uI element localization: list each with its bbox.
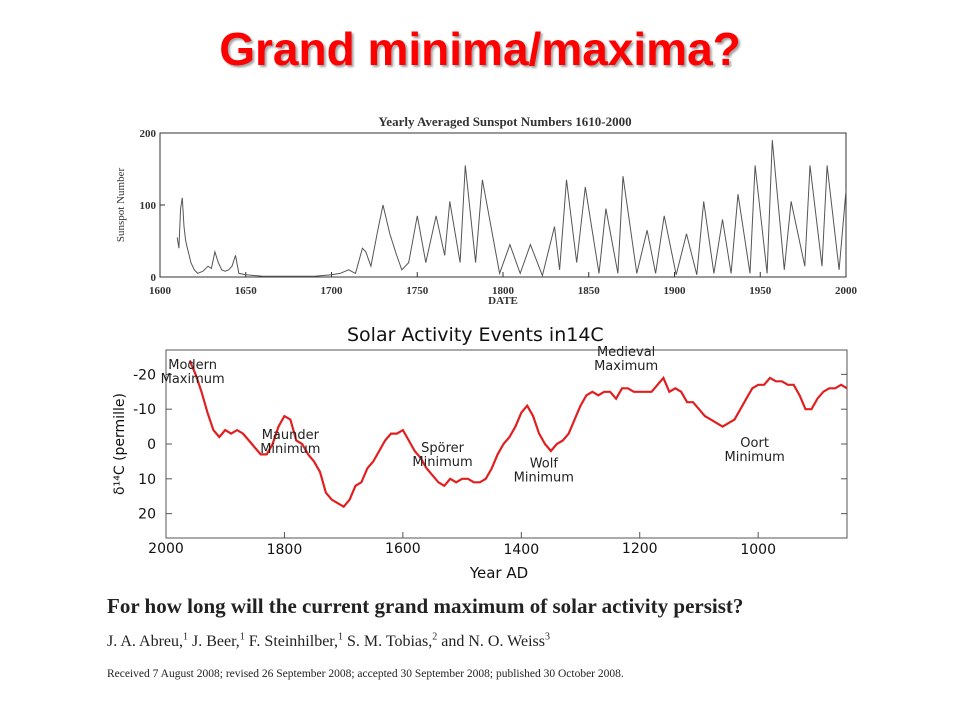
sunspot-x-tick-label: 1850 [578, 285, 601, 297]
c14-chart: Solar Activity Events in14C 2000 1800 1600… [112, 324, 848, 582]
c14-event-label-line: Minimum [514, 471, 574, 486]
c14-y-tick-label: 20 [138, 507, 156, 523]
paper-author: S. M. Tobias,2 [342, 632, 438, 651]
c14-event-label-line: Medieval [597, 345, 655, 360]
sunspot-x-tick-label: 2000 [835, 285, 858, 297]
sunspot-x-axis-label: DATE [488, 295, 518, 307]
c14-chart-title-isotope: 14C [566, 324, 603, 346]
paper-author: J. A. Abreu,1 [107, 632, 188, 651]
c14-x-tick-label: 1000 [740, 542, 776, 558]
c14-x-tick-label: 1200 [622, 541, 658, 557]
c14-event-label-line: Maximum [161, 372, 225, 387]
sunspot-y-axis-label: Sunspot Number [115, 168, 127, 243]
c14-event-label: Oort Minimum [724, 436, 784, 465]
sunspot-chart-title: Yearly Averaged Sunspot Numbers 1610-200… [378, 114, 631, 129]
paper-author: and N. O. Weiss3 [437, 632, 550, 651]
c14-event-label-line: Wolf [530, 457, 559, 472]
c14-x-tick-label: 2000 [148, 541, 184, 557]
paper-author-affiliation: 1 [183, 632, 188, 643]
c14-event-label-line: Maximum [594, 359, 658, 374]
slide-title: Grand minima/maxima? [219, 23, 741, 75]
sunspot-chart: Yearly Averaged Sunspot Numbers 1610-200… [115, 114, 858, 307]
sunspot-y-tick-label: 200 [140, 128, 157, 140]
c14-event-label-line: Minimum [412, 455, 472, 470]
c14-event-label-line: Minimum [724, 450, 784, 465]
paper-author-affiliation: 3 [545, 632, 550, 643]
c14-chart-title: Solar Activity Events in14C [347, 324, 604, 346]
c14-chart-title-text: Solar Activity Events in [347, 324, 566, 346]
paper-author: J. Beer,1 [188, 632, 245, 651]
paper-author: F. Steinhilber,1 [244, 632, 343, 651]
c14-event-label-line: Minimum [260, 442, 320, 457]
c14-x-tick-label: 1800 [267, 542, 303, 558]
c14-y-tick-label: 10 [138, 472, 156, 488]
paper-author-affiliation: 2 [432, 632, 438, 643]
paper-author-affiliation: 1 [239, 632, 245, 643]
sunspot-series-line [176, 140, 847, 278]
c14-event-label: Spörer Minimum [412, 441, 472, 470]
c14-x-tick-label: 1600 [385, 541, 421, 557]
sunspot-x-tick-label: 1750 [406, 285, 429, 297]
c14-event-label-line: Modern [168, 358, 217, 373]
paper-history: Received 7 August 2008; revised 26 Septe… [107, 668, 624, 680]
c14-y-axis-label: δ¹⁴C (permille) [112, 393, 128, 495]
c14-series-line [188, 359, 848, 509]
sunspot-x-tick-label: 1600 [149, 285, 172, 297]
c14-x-axis-label: Year AD [469, 564, 528, 582]
sunspot-x-tick-label: 1700 [321, 285, 344, 297]
sunspot-y-tick-label: 0 [151, 272, 157, 284]
c14-x-tick-label: 1400 [503, 542, 539, 558]
sunspot-x-tick-label: 1800 [492, 285, 515, 297]
c14-event-label: Modern Maximum [161, 358, 225, 387]
c14-event-label-line: Oort [740, 436, 769, 451]
paper-author-affiliation: 1 [337, 632, 343, 643]
sunspot-x-tick-label: 1650 [235, 285, 258, 297]
paper-authors: J. A. Abreu,1 J. Beer,1 F. Steinhilber,1… [107, 632, 550, 651]
c14-event-label: Maunder Minimum [260, 428, 320, 457]
c14-event-label: Wolf Minimum [514, 457, 574, 486]
sunspot-x-tick-label: 1900 [664, 285, 687, 297]
c14-event-label-line: Maunder [262, 428, 320, 443]
c14-event-label: Medieval Maximum [594, 345, 658, 374]
c14-event-label-line: Spörer [421, 441, 465, 456]
paper-title: For how long will the current grand maxi… [107, 594, 744, 618]
sunspot-x-tick-label: 1950 [749, 285, 772, 297]
c14-y-tick-label: -20 [133, 367, 156, 383]
c14-y-tick-label: -10 [133, 402, 156, 418]
sunspot-y-tick-label: 100 [140, 200, 157, 212]
c14-y-tick-label: 0 [147, 437, 156, 453]
